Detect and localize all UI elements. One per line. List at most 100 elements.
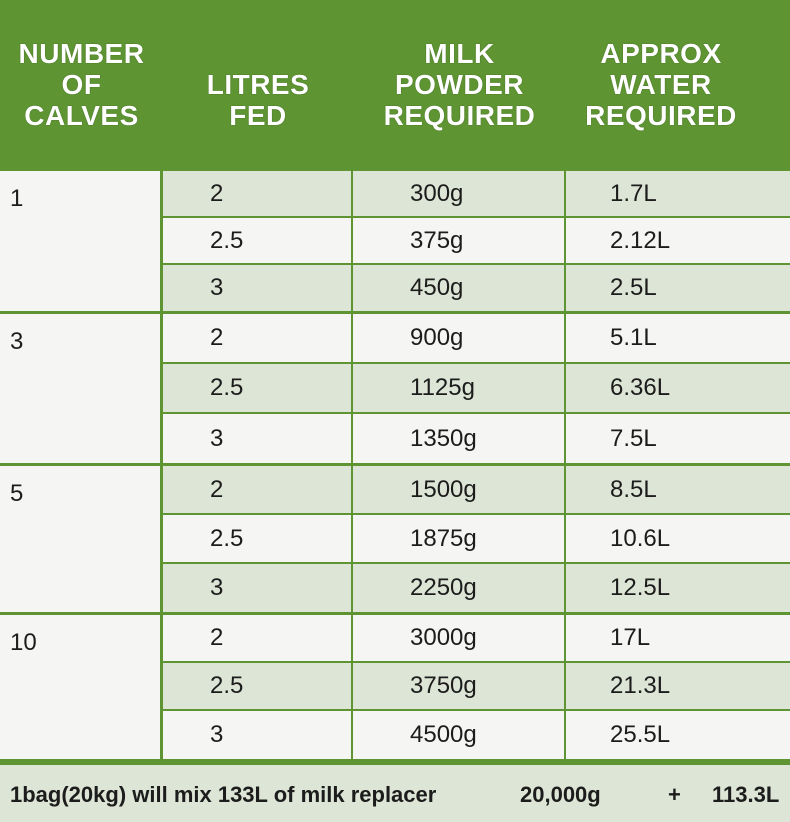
calves-count: 5 [10,480,24,507]
header-powder-line: MILK [424,38,495,69]
footer-plus-sign: + [668,782,681,807]
litres-value: 2.5 [210,226,244,254]
litres-cell: 2.5 [163,515,351,562]
litres-value: 3 [210,721,224,748]
water-value: 21.3L [610,672,671,699]
header-calves-line: CALVES [24,100,139,131]
litres-value: 2 [210,624,224,651]
powder-cell: 375g [353,218,564,263]
water-value: 17L [610,624,651,651]
powder-value: 1125g [410,374,475,401]
calves-cell: 10 [0,615,160,759]
water-cell: 1.7L [566,171,790,216]
water-value: 2.12L [610,226,671,254]
water-cell: 2.12L [566,218,790,263]
table-footer: 1bag(20kg) will mix 133L of milk replace… [0,762,790,822]
water-value: 2.5L [610,274,657,301]
water-value: 12.5L [610,574,671,601]
header-water-line: REQUIRED [585,100,737,131]
powder-cell: 1875g [353,515,564,562]
water-value: 10.6L [610,524,671,552]
water-value: 5.1L [610,324,657,351]
calves-cell: 5 [0,466,160,612]
litres-cell: 2 [163,466,351,513]
water-value: 6.36L [610,374,671,401]
litres-value: 3 [210,274,224,301]
water-cell: 8.5L [566,466,790,513]
calves-count: 3 [10,328,24,355]
litres-value: 2 [210,475,224,503]
header-litres-line: FED [229,100,287,131]
powder-cell: 1350g [353,414,564,463]
water-value: 25.5L [610,721,671,748]
calves-cell: 3 [0,314,160,463]
litres-cell: 2 [163,615,351,661]
header-calves-line: OF [61,69,102,100]
water-cell: 17L [566,615,790,661]
litres-cell: 3 [163,265,351,311]
header-calves-line: NUMBER [18,38,145,69]
water-cell: 10.6L [566,515,790,562]
header-litres-fed: LITRES FED [163,0,353,131]
litres-cell: 2.5 [163,218,351,263]
litres-value: 2.5 [210,672,244,699]
powder-cell: 900g [353,314,564,362]
powder-value: 1875g [410,524,477,552]
powder-value: 3000g [410,624,477,651]
powder-cell: 300g [353,171,564,216]
water-cell: 25.5L [566,711,790,759]
litres-value: 2.5 [210,374,244,401]
litres-value: 2.5 [210,524,244,552]
litres-cell: 2.5 [163,364,351,412]
water-cell: 5.1L [566,314,790,362]
powder-cell: 450g [353,265,564,311]
powder-cell: 3750g [353,663,564,709]
litres-value: 2 [210,324,224,351]
powder-cell: 1500g [353,466,564,513]
water-cell: 21.3L [566,663,790,709]
powder-value: 4500g [410,721,477,748]
water-cell: 12.5L [566,564,790,612]
litres-cell: 2 [163,314,351,362]
litres-cell: 3 [163,414,351,463]
header-powder-line: POWDER [395,69,524,100]
powder-value: 1500g [410,475,477,503]
powder-value: 900g [410,324,464,351]
header-water-line: WATER [610,69,712,100]
footer-water-total: 113.3L [712,782,780,807]
footer-bag-note: 1bag(20kg) will mix 133L of milk replace… [10,782,437,807]
powder-value: 300g [410,179,464,207]
litres-cell: 2 [163,171,351,216]
calves-count: 1 [10,185,24,212]
header-approx-water-required: APPROX WATER REQUIRED [566,0,756,131]
water-value: 8.5L [610,475,657,503]
litres-value: 3 [210,574,224,601]
header-milk-powder-required: MILK POWDER REQUIRED [353,0,566,131]
powder-cell: 4500g [353,711,564,759]
header-number-of-calves: NUMBER OF CALVES [0,0,163,131]
powder-value: 1350g [410,424,477,452]
powder-cell: 2250g [353,564,564,612]
footer-powder-total: 20,000g [520,782,601,807]
water-value: 7.5L [610,424,657,452]
water-cell: 6.36L [566,364,790,412]
powder-value: 450g [410,274,464,301]
calves-cell: 1 [0,171,160,311]
powder-value: 2250g [410,574,477,601]
litres-cell: 3 [163,711,351,759]
water-value: 1.7L [610,179,657,207]
header-powder-line: REQUIRED [383,100,536,131]
powder-value: 3750g [410,672,477,699]
powder-cell: 1125g [353,364,564,412]
water-cell: 2.5L [566,265,790,311]
calves-count: 10 [10,629,37,656]
header-water-line: APPROX [600,38,722,69]
powder-value: 375g [410,226,464,254]
litres-cell: 3 [163,564,351,612]
litres-cell: 2.5 [163,663,351,709]
powder-cell: 3000g [353,615,564,661]
litres-value: 2 [210,179,224,207]
water-cell: 7.5L [566,414,790,463]
header-litres-line: LITRES [206,69,310,100]
